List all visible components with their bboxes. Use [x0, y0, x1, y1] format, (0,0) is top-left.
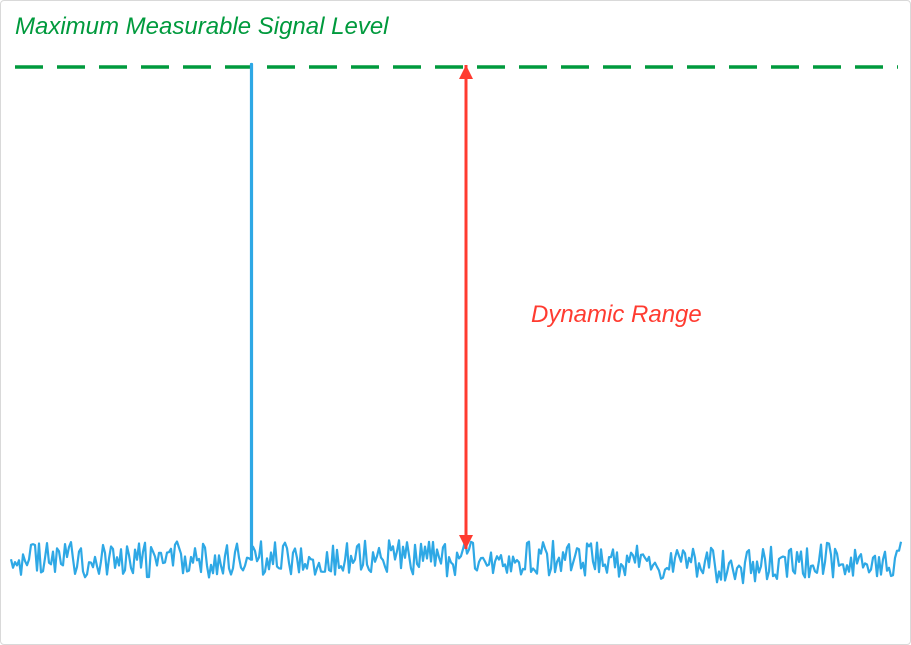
signal-noise-trace	[11, 64, 901, 583]
dynamic-range-arrow	[459, 65, 473, 549]
dynamic-range-label: Dynamic Range	[531, 301, 702, 329]
diagram-svg	[1, 1, 911, 645]
diagram-frame: Maximum Measurable Signal Level Dynamic …	[0, 0, 911, 645]
max-signal-label: Maximum Measurable Signal Level	[15, 13, 389, 41]
